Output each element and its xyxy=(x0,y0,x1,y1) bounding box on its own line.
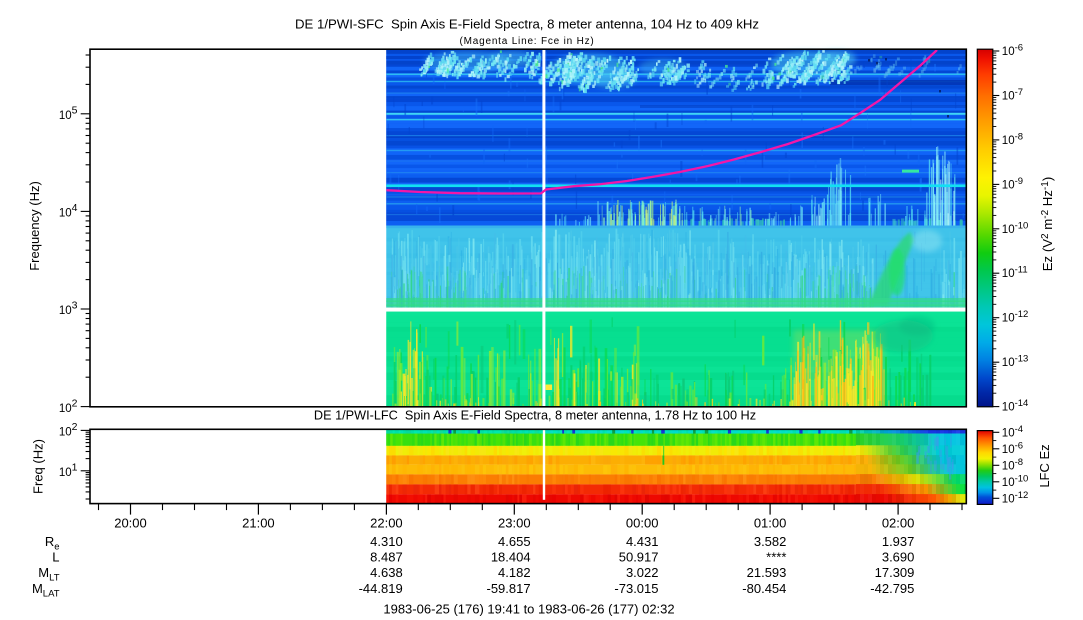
svg-text:LFC Ez: LFC Ez xyxy=(1037,444,1052,487)
svg-text:Frequency (Hz): Frequency (Hz) xyxy=(27,181,42,271)
svg-text:-73.015: -73.015 xyxy=(614,581,658,596)
svg-text:4.182: 4.182 xyxy=(498,565,531,580)
svg-text:3.690: 3.690 xyxy=(882,550,915,565)
svg-text:00:00: 00:00 xyxy=(626,516,659,531)
svg-text:DE 1/PWI-SFC Spin Axis E-Fiel: DE 1/PWI-SFC Spin Axis E-Field Spectra, … xyxy=(295,17,759,32)
svg-text:-80.454: -80.454 xyxy=(742,581,786,596)
svg-text:-42.795: -42.795 xyxy=(870,581,914,596)
svg-text:4.310: 4.310 xyxy=(370,534,403,549)
svg-text:Freq (Hz): Freq (Hz) xyxy=(31,439,46,494)
svg-text:22:00: 22:00 xyxy=(370,516,403,531)
svg-text:-44.819: -44.819 xyxy=(359,581,403,596)
svg-text:50.917: 50.917 xyxy=(619,550,659,565)
svg-text:****: **** xyxy=(766,550,786,565)
svg-text:DE 1/PWI-LFC Spin Axis E-Fiel: DE 1/PWI-LFC Spin Axis E-Field Spectra, … xyxy=(314,409,756,423)
svg-text:1983-06-25 (176) 19:41 to 1983: 1983-06-25 (176) 19:41 to 1983-06-26 (17… xyxy=(383,602,674,617)
svg-text:1.937: 1.937 xyxy=(882,534,915,549)
svg-text:21.593: 21.593 xyxy=(747,565,787,580)
svg-text:3.582: 3.582 xyxy=(754,534,787,549)
svg-text:23:00: 23:00 xyxy=(498,516,531,531)
svg-text:01:00: 01:00 xyxy=(754,516,787,531)
svg-text:4.655: 4.655 xyxy=(498,534,531,549)
svg-text:21:00: 21:00 xyxy=(242,516,275,531)
svg-text:17.309: 17.309 xyxy=(875,565,915,580)
svg-text:02:00: 02:00 xyxy=(882,516,915,531)
svg-text:-59.817: -59.817 xyxy=(487,581,531,596)
svg-text:4.431: 4.431 xyxy=(626,534,659,549)
svg-text:8.487: 8.487 xyxy=(370,550,403,565)
svg-text:(Magenta Line: Fce in Hz): (Magenta Line: Fce in Hz) xyxy=(459,36,594,47)
svg-text:4.638: 4.638 xyxy=(370,565,403,580)
svg-text:20:00: 20:00 xyxy=(114,516,147,531)
svg-text:3.022: 3.022 xyxy=(626,565,659,580)
svg-text:Ez (V2 m-2 Hz-1): Ez (V2 m-2 Hz-1) xyxy=(1040,177,1055,271)
svg-text:18.404: 18.404 xyxy=(491,550,531,565)
svg-text:L: L xyxy=(52,550,59,565)
